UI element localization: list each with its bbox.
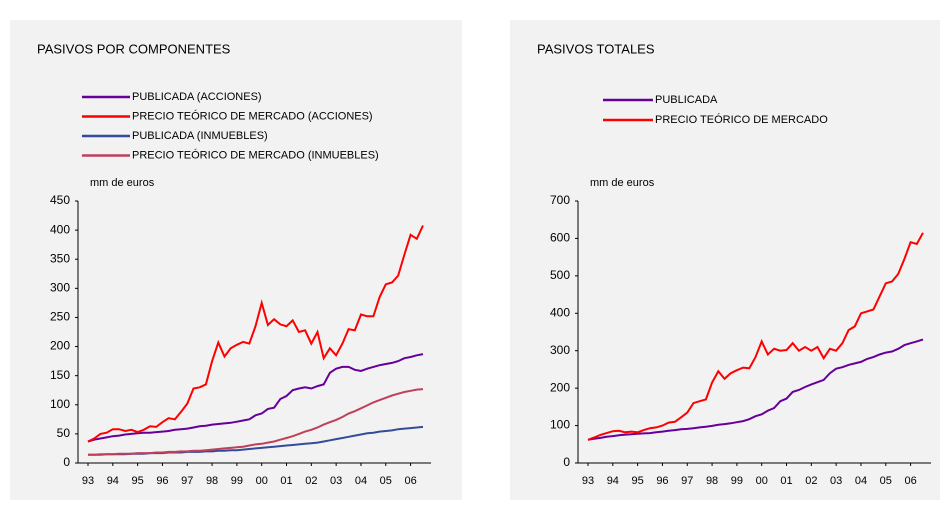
y-tick-label: 0	[563, 455, 570, 469]
chart-title: PASIVOS TOTALES	[537, 41, 655, 56]
y-tick-label: 500	[550, 268, 570, 282]
legend-label: PRECIO TEÓRICO DE MERCADO	[655, 113, 828, 126]
y-tick-label: 100	[50, 397, 70, 411]
x-tick-label: 97	[181, 475, 193, 487]
y-tick-label: 200	[50, 339, 70, 353]
x-tick-label: 96	[656, 475, 668, 487]
x-tick-label: 02	[305, 475, 317, 487]
y-tick-label: 300	[50, 281, 70, 295]
x-tick-label: 04	[355, 475, 367, 487]
x-tick-label: 97	[681, 475, 693, 487]
y-tick-label: 350	[50, 251, 70, 265]
y-tick-label: 0	[63, 455, 70, 469]
line-series	[87, 353, 424, 443]
legend-label: PRECIO TEÓRICO DE MERCADO (INMUEBLES)	[132, 148, 379, 161]
x-tick-label: 06	[404, 475, 416, 487]
y-tick-label: 450	[50, 193, 70, 207]
x-tick-label: 00	[256, 475, 268, 487]
y-tick-label: 150	[50, 368, 70, 382]
y-tick-label: 300	[550, 343, 570, 357]
line-series	[587, 338, 924, 441]
x-tick-label: 96	[156, 475, 168, 487]
panel	[510, 20, 940, 500]
x-tick-label: 05	[380, 475, 392, 487]
x-tick-label: 98	[206, 475, 218, 487]
x-tick-label: 95	[132, 475, 144, 487]
y-axis-label: mm de euros	[590, 177, 655, 189]
x-tick-label: 03	[330, 475, 342, 487]
x-tick-label: 04	[855, 475, 867, 487]
x-tick-label: 94	[607, 475, 619, 487]
x-tick-label: 94	[107, 475, 119, 487]
x-tick-label: 99	[731, 475, 743, 487]
x-tick-label: 93	[582, 475, 594, 487]
x-tick-label: 93	[82, 475, 94, 487]
legend-label: PUBLICADA	[655, 94, 718, 106]
y-tick-label: 250	[50, 310, 70, 324]
legend-label: PUBLICADA (INMUEBLES)	[132, 130, 268, 142]
x-tick-label: 05	[880, 475, 892, 487]
x-tick-label: 95	[632, 475, 644, 487]
x-tick-label: 02	[805, 475, 817, 487]
y-tick-label: 400	[550, 305, 570, 319]
y-tick-label: 50	[57, 426, 71, 440]
y-tick-label: 200	[550, 380, 570, 394]
x-tick-label: 03	[830, 475, 842, 487]
x-tick-label: 06	[904, 475, 916, 487]
panel	[10, 20, 462, 500]
chart-title: PASIVOS POR COMPONENTES	[37, 41, 231, 56]
line-series	[587, 232, 924, 441]
y-tick-label: 100	[550, 418, 570, 432]
line-series	[88, 388, 424, 456]
y-axis-label: mm de euros	[90, 177, 155, 189]
x-tick-label: 99	[231, 475, 243, 487]
x-tick-label: 01	[280, 475, 292, 487]
x-tick-label: 98	[706, 475, 718, 487]
x-tick-label: 00	[756, 475, 768, 487]
y-tick-label: 600	[550, 231, 570, 245]
x-tick-label: 01	[780, 475, 792, 487]
legend-label: PUBLICADA (ACCIONES)	[132, 91, 262, 103]
legend-label: PRECIO TEÓRICO DE MERCADO (ACCIONES)	[132, 109, 373, 122]
y-tick-label: 700	[550, 193, 570, 207]
line-series	[87, 225, 424, 443]
y-tick-label: 400	[50, 222, 70, 236]
